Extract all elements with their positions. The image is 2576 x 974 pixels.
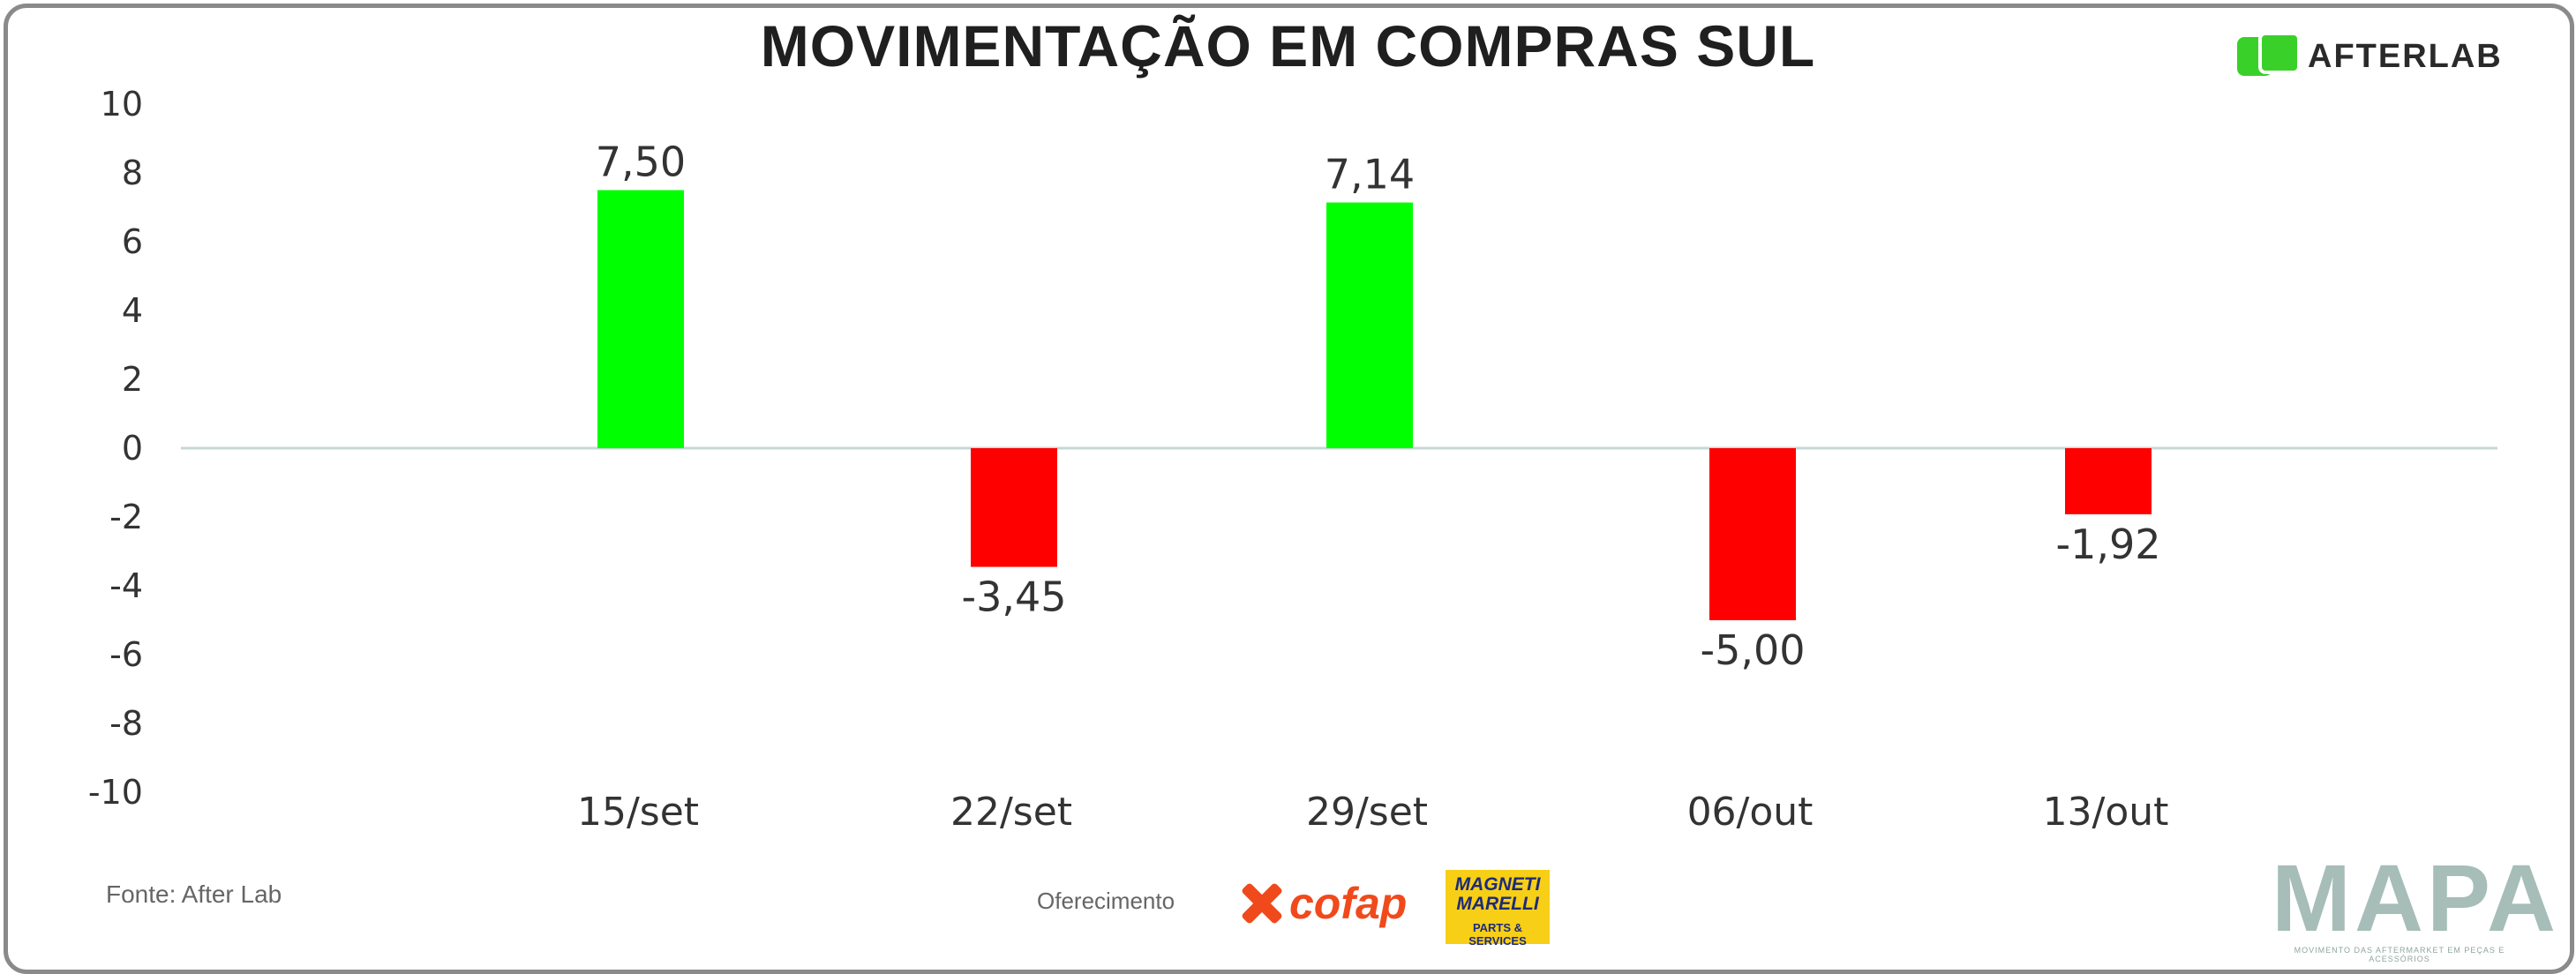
x-axis: 15/set 22/set 29/set 06/out 13/out: [577, 790, 2168, 835]
chart-title: MOVIMENTAÇÃO EM COMPRAS SUL: [760, 13, 1816, 79]
y-tick-label: -2: [109, 498, 143, 536]
bar: [1326, 202, 1413, 449]
sponsor-text: Oferecimento: [1037, 888, 1175, 914]
cofap-logo: cofap: [1238, 878, 1407, 929]
bar: [1709, 448, 1796, 620]
x-tick-label: 22/set: [950, 790, 1072, 835]
y-tick-label: 8: [122, 154, 143, 192]
magneti-marelli-sub: PARTS & SERVICES: [1468, 921, 1527, 948]
afterlab-wordmark: AFTERLAB: [2308, 37, 2503, 75]
y-tick-label: -8: [109, 704, 143, 743]
data-label: 7,50: [596, 139, 686, 186]
cofap-x-icon: [1238, 883, 1284, 924]
y-tick-label: 6: [122, 222, 143, 261]
y-tick-label: 2: [122, 360, 143, 399]
x-tick-label: 06/out: [1687, 790, 1814, 835]
bar: [2065, 448, 2152, 514]
mapa-logo: MAPA MOVIMENTO DAS AFTERMARKET EM PEÇAS …: [2272, 844, 2559, 964]
bars: [597, 190, 2152, 620]
y-tick-label: 0: [122, 429, 143, 468]
data-label: -5,00: [1700, 626, 1805, 674]
y-tick-label: 4: [122, 291, 143, 330]
magneti-marelli-logo: MAGNETI MARELLI PARTS & SERVICES: [1446, 870, 1550, 948]
mapa-tagline: MOVIMENTO DAS AFTERMARKET EM PEÇAS E ACE…: [2294, 946, 2505, 963]
bar: [597, 190, 684, 448]
source-note: Fonte: After Lab: [106, 880, 282, 908]
data-label: 7,14: [1325, 151, 1415, 199]
x-tick-label: 15/set: [577, 790, 699, 835]
cofap-wordmark: cofap: [1289, 879, 1408, 928]
afterlab-mark-icon: [2237, 32, 2301, 81]
x-tick-label: 13/out: [2043, 790, 2169, 835]
data-labels: 7,50 -3,45 7,14 -5,00 -1,92: [596, 139, 2161, 675]
y-tick-label: -10: [88, 773, 143, 812]
x-tick-label: 29/set: [1306, 790, 1428, 835]
y-tick-label: -4: [109, 566, 143, 605]
bar: [971, 448, 1057, 567]
y-axis: 10 8 6 4 2 0 -2 -4 -6 -8 -10: [88, 85, 143, 812]
afterlab-logo: AFTERLAB: [2237, 32, 2503, 81]
data-label: -1,92: [2055, 521, 2160, 568]
y-tick-label: 10: [101, 85, 143, 124]
mapa-wordmark: MAPA: [2272, 844, 2559, 951]
y-tick-label: -6: [109, 635, 143, 674]
data-label: -3,45: [961, 573, 1066, 621]
magneti-marelli-name: MAGNETI MARELLI: [1454, 874, 1541, 914]
